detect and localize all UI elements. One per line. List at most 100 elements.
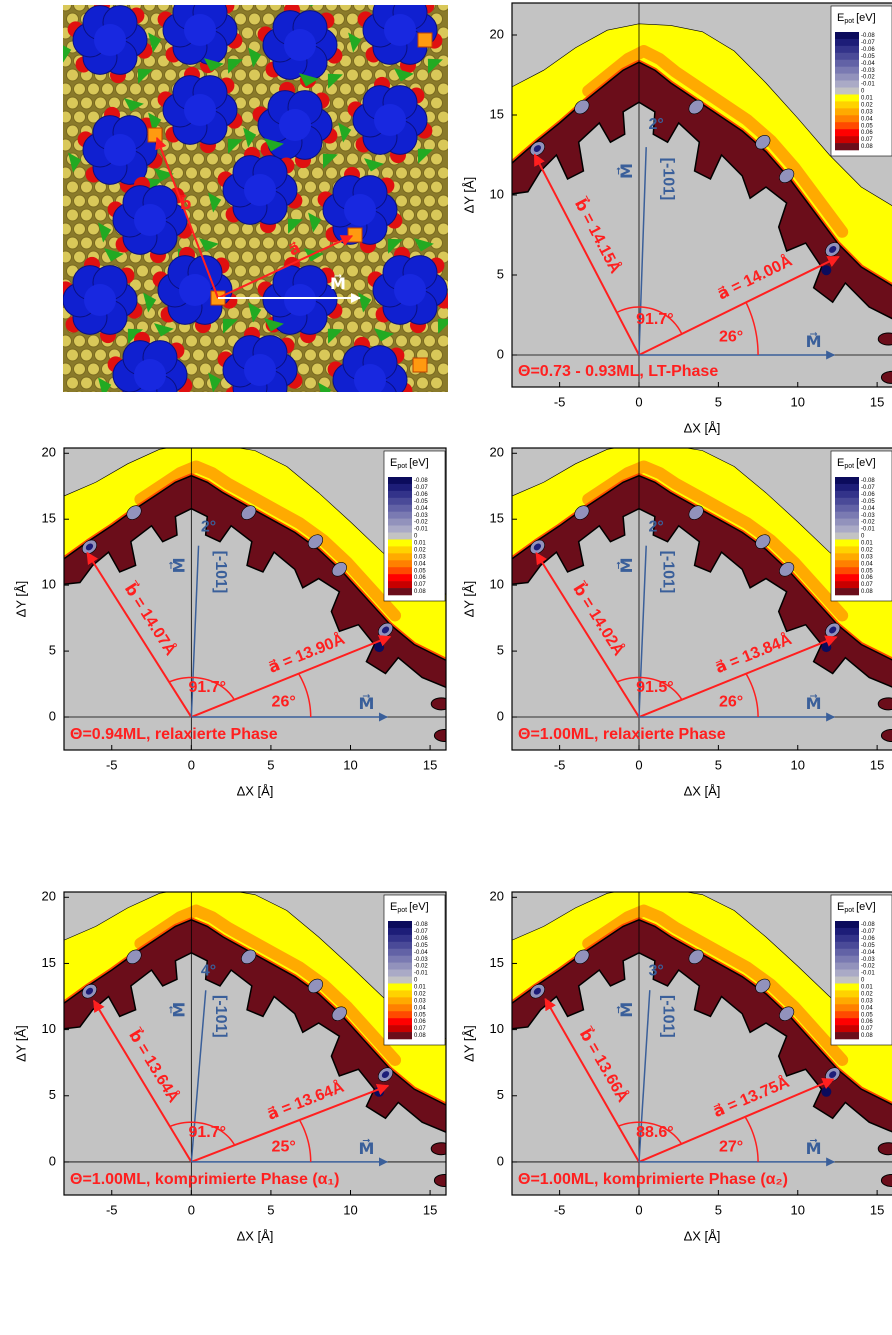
substrate-atom [63, 110, 72, 124]
substrate-atom [255, 5, 268, 12]
label-m-rot: M⃗ [616, 1002, 636, 1018]
substrate-atom [430, 376, 443, 390]
x-tick-label: 15 [870, 394, 884, 409]
substrate-atom [66, 348, 79, 362]
ring [134, 359, 166, 391]
contour-orange [134, 904, 402, 1067]
x-axis-label: ΔX [Å] [684, 420, 721, 435]
nitrogen [178, 404, 193, 419]
colorbar-swatch [835, 73, 859, 81]
colorbar-swatch [388, 553, 412, 561]
oxygen [370, 407, 386, 423]
colorbar-swatch [388, 546, 412, 554]
nitrogen [363, 158, 384, 172]
substrate-atom [257, 390, 266, 392]
ring [279, 109, 311, 141]
colorbar-label: 0.04 [861, 1005, 873, 1011]
substrate-atom [409, 166, 422, 180]
colorbar-label: -0.04 [861, 61, 875, 67]
label-gamma: 91.7° [188, 679, 226, 696]
y-tick-label: 0 [497, 346, 504, 361]
colorbar-label: -0.08 [861, 478, 875, 484]
ring [184, 94, 216, 126]
substrate-atom [304, 376, 317, 390]
substrate-atom [255, 82, 268, 96]
y-tick-label: 10 [42, 577, 56, 592]
angle-a [745, 302, 759, 356]
substrate-atom [63, 166, 72, 180]
contour-maroon [64, 918, 446, 1133]
y-tick-label: 10 [490, 577, 504, 592]
colorbar-swatch [388, 567, 412, 575]
contour-dark-blue [821, 1086, 832, 1097]
y-tick-label: 20 [42, 445, 56, 460]
substrate-atom [437, 82, 448, 96]
substrate-atom [157, 5, 170, 12]
colorbar-swatch [835, 52, 859, 61]
x-tick-label: 5 [715, 394, 722, 409]
y-tick-label: 0 [49, 1153, 56, 1168]
colorbar-swatch [388, 588, 412, 596]
label-direction: [-101] [659, 995, 676, 1038]
nitrogen [243, 127, 257, 148]
nitrogen [148, 32, 162, 53]
colorbar-swatch [388, 969, 412, 977]
x-tick-label: 15 [423, 757, 437, 772]
substrate-atom [185, 334, 198, 348]
substrate-atom [241, 5, 254, 12]
substrate-atom [437, 138, 448, 152]
colorbar-label: 0.08 [861, 1033, 873, 1039]
contour-maroon [512, 474, 892, 688]
nitrogen [338, 122, 352, 143]
colorbar-swatch [835, 567, 859, 575]
colorbar-swatch [835, 955, 859, 963]
colorbar-swatch [388, 574, 412, 582]
colorbar-swatch [835, 129, 859, 137]
y-tick-label: 20 [42, 889, 56, 904]
colorbar-label: -0.06 [861, 936, 875, 942]
x-tick-label: 0 [188, 1202, 195, 1217]
substrate-atom [234, 12, 247, 26]
x-axis-label: ΔX [Å] [237, 783, 274, 798]
substrate-atom [423, 166, 436, 180]
colorbar-swatch [835, 1025, 859, 1033]
contour-blob [880, 728, 892, 742]
colorbar-swatch [835, 45, 859, 54]
substrate-atom [243, 390, 252, 392]
contour-blue [126, 949, 142, 965]
contour-blob [430, 1142, 446, 1156]
contour-blue [688, 99, 704, 115]
oxygen [260, 397, 276, 413]
substrate-atom [402, 208, 415, 222]
x-tick-label: 15 [423, 1202, 437, 1217]
y-tick-label: 20 [490, 889, 504, 904]
contour-blue [574, 949, 590, 965]
colorbar-label: -0.04 [414, 506, 428, 512]
nitrogen [103, 248, 124, 262]
contour-blue [331, 1006, 347, 1021]
colorbar-label: 0.08 [414, 1033, 426, 1039]
substrate-atom [199, 222, 212, 236]
colorbar-label: -0.08 [414, 922, 428, 928]
colorbar-label: 0.02 [861, 991, 873, 997]
substrate-atom [199, 334, 212, 348]
colorbar-label: 0.05 [414, 1012, 426, 1018]
colorbar-title-sub: pot [397, 463, 407, 470]
label-a-angle: 27° [719, 1139, 743, 1156]
substrate-atom [355, 390, 364, 392]
y-axis-label: ΔY [Å] [13, 1025, 28, 1062]
substrate-atom [248, 264, 261, 278]
x-tick-label: 10 [791, 1202, 805, 1217]
colorbar-label: 0 [861, 978, 865, 984]
colorbar-swatch [835, 553, 859, 561]
colorbar-label: -0.01 [861, 82, 875, 88]
x-tick-label: -5 [106, 757, 118, 772]
colorbar-label: -0.08 [414, 478, 428, 484]
label-m-tilt: 2° [649, 116, 664, 133]
label-m-tilt: 2° [201, 518, 216, 535]
colorbar-label: 0.07 [861, 1026, 873, 1032]
label-direction: [-101] [659, 551, 676, 594]
substrate-atom [325, 5, 338, 12]
